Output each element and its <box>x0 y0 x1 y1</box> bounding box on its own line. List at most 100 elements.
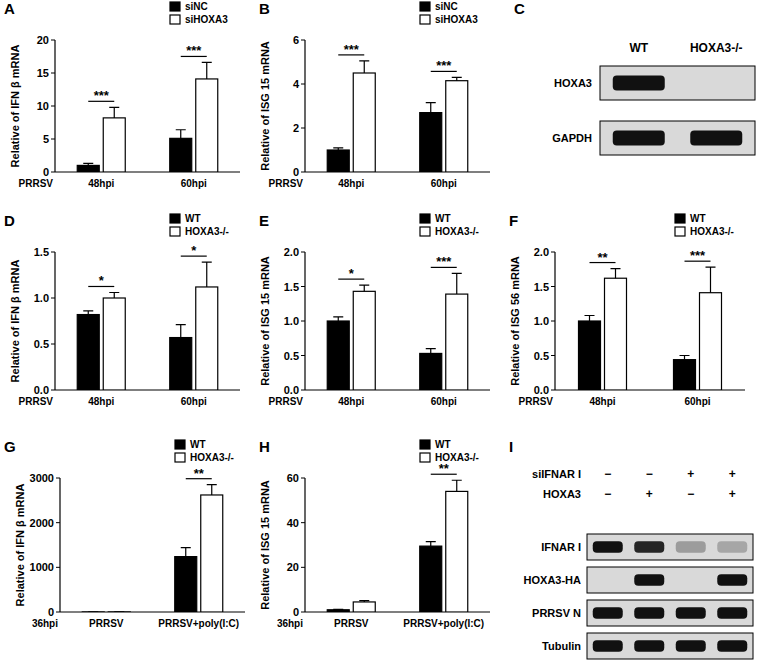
x-tick-label: 60hpi <box>431 178 457 189</box>
bar <box>82 611 104 612</box>
error-bar <box>176 130 186 139</box>
y-tick <box>51 172 55 173</box>
bar <box>196 287 218 390</box>
y-tick <box>51 40 55 41</box>
y-tick <box>551 355 555 356</box>
condition-value: + <box>687 467 694 481</box>
error-bar <box>88 611 98 612</box>
blot-strip <box>587 534 753 560</box>
y-tick-label: 15 <box>37 67 49 79</box>
panel-label: G <box>4 438 16 455</box>
error-bar <box>83 311 93 315</box>
y-tick <box>301 567 305 568</box>
y-tick <box>301 172 305 173</box>
legend-label: siHOXA3 <box>435 14 478 25</box>
bar <box>446 81 468 172</box>
bar <box>674 360 696 390</box>
legend-swatch <box>420 2 430 11</box>
y-axis-label: Relative of IFN β mRNA <box>14 484 26 607</box>
significance-label: *** <box>690 248 706 263</box>
error-bar <box>426 542 436 546</box>
y-tick-label: 1.5 <box>284 281 299 293</box>
y-tick-label: 2.0 <box>534 246 549 258</box>
condition-value: − <box>646 467 653 481</box>
band <box>634 640 664 651</box>
y-axis <box>304 40 305 172</box>
y-tick-label: 0.0 <box>534 384 549 396</box>
y-tick <box>551 321 555 322</box>
bar <box>196 79 218 172</box>
band <box>717 640 747 651</box>
error-bar <box>202 262 212 287</box>
bar <box>170 338 192 390</box>
bar <box>605 278 627 390</box>
condition-value: − <box>604 487 611 501</box>
band <box>593 607 623 618</box>
y-tick <box>301 321 305 322</box>
band <box>717 607 747 618</box>
bar <box>446 294 468 390</box>
error-bar <box>680 356 690 360</box>
panel-label: A <box>4 0 15 17</box>
condition-label: HOXA3 <box>543 488 581 500</box>
y-tick-label: 0.0 <box>34 384 49 396</box>
bar-panel: B0246Relative of ISG 15 mRNAPRRSV48hpi**… <box>259 0 490 189</box>
significance-label: ** <box>597 250 608 265</box>
significance-label: * <box>191 243 197 258</box>
row-label: GAPDH <box>552 132 592 144</box>
x-tick-label: PRRSV+poly(I:C) <box>403 618 484 629</box>
error-bar <box>333 317 343 321</box>
y-tick <box>301 40 305 41</box>
panel-label: D <box>4 212 15 229</box>
error-bar <box>452 273 462 294</box>
y-tick <box>51 106 55 107</box>
blot-strip <box>587 600 753 626</box>
legend-swatch <box>170 227 180 236</box>
error-bar <box>452 480 462 491</box>
legend-swatch <box>420 214 430 223</box>
error-bar <box>706 267 716 293</box>
significance-label: ** <box>194 466 205 481</box>
band <box>593 574 623 585</box>
y-tick-label: 1.0 <box>534 315 549 327</box>
blot-panel: IsiIFNAR I−−++HOXA3−+−+IFNAR IHOXA3-HAPR… <box>509 438 753 659</box>
bar <box>446 491 468 612</box>
y-tick <box>551 252 555 253</box>
error-bar <box>359 285 369 291</box>
significance-label: ** <box>439 461 450 476</box>
y-tick <box>51 344 55 345</box>
error-bar <box>202 62 212 79</box>
y-tick-label: 10 <box>37 100 49 112</box>
y-axis-label: Relative of ISG 15 mRNA <box>259 256 271 386</box>
y-tick-label: 0.0 <box>284 384 299 396</box>
legend-swatch <box>170 214 180 223</box>
error-bar <box>176 325 186 338</box>
condition-label: siIFNAR I <box>532 468 581 480</box>
row-label: IFNAR I <box>541 541 581 553</box>
y-tick <box>51 298 55 299</box>
y-tick-label: 0 <box>293 166 299 178</box>
band <box>613 76 665 91</box>
legend-label: WT <box>435 439 451 450</box>
y-axis-label: Relative of ISG 56 mRNA <box>509 256 521 386</box>
legend-label: siHOXA3 <box>185 14 228 25</box>
row-label: PRRSV N <box>532 607 581 619</box>
y-axis-label: Relative of IFN β mRNA <box>9 260 21 383</box>
bar <box>77 315 99 390</box>
band <box>690 131 742 146</box>
x-tick-label: PRRSV <box>89 618 124 629</box>
error-bar <box>207 485 217 495</box>
panel-label: C <box>514 0 525 17</box>
x-tick-label: PRRSV+poly(I:C) <box>158 618 239 629</box>
error-bar <box>333 609 343 611</box>
band <box>676 574 706 585</box>
x-axis-label: PRRSV <box>269 396 304 407</box>
x-tick-label: 60hpi <box>431 396 457 407</box>
band <box>676 541 706 552</box>
y-tick <box>301 522 305 523</box>
error-bar <box>181 548 191 557</box>
legend-swatch <box>170 15 180 24</box>
x-tick-label: 60hpi <box>181 178 207 189</box>
bar <box>353 291 375 390</box>
y-tick <box>301 286 305 287</box>
